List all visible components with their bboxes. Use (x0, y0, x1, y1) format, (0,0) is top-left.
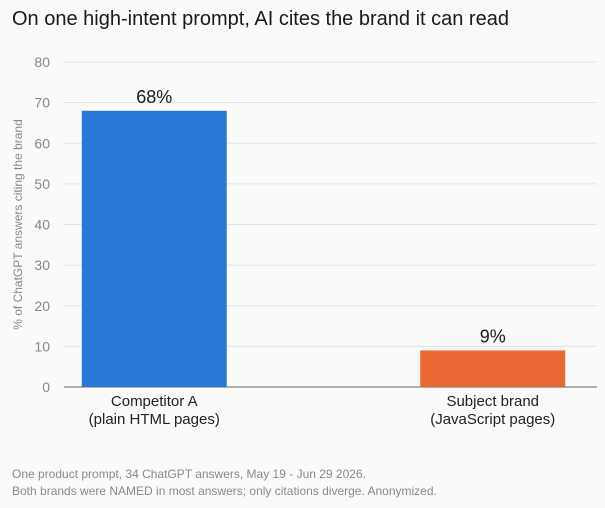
value-labels: 68% 9% (136, 87, 506, 347)
bar-value-label: 68% (136, 87, 172, 107)
y-tick-label: 20 (34, 298, 50, 314)
category-labels: Competitor A(plain HTML pages) Subject br… (89, 393, 556, 428)
chart-title: On one high-intent prompt, AI cites the … (12, 8, 509, 30)
bar-value-label: 9% (480, 326, 506, 346)
gridlines (64, 61, 597, 388)
bars (81, 110, 566, 387)
bar-chart: 0 10 20 30 40 50 60 70 80 % of ChatGPT answers c… (11, 54, 597, 428)
footnote-line-1: One product prompt, 34 ChatGPT answers, … (12, 467, 366, 481)
y-tick-label: 40 (34, 217, 50, 233)
y-tick-label: 30 (34, 257, 50, 273)
y-tick-label: 10 (34, 338, 50, 354)
bar (420, 350, 566, 387)
y-tick-label: 80 (34, 54, 50, 70)
y-tick-label: 70 (34, 95, 50, 111)
y-tick-labels: 0 10 20 30 40 50 60 70 80 (34, 54, 50, 395)
category-sublabel: (plain HTML pages) (89, 411, 220, 428)
category-sublabel: (JavaScript pages) (430, 411, 555, 428)
footnote-line-2: Both brands were NAMED in most answers; … (12, 484, 437, 498)
y-tick-label: 60 (34, 135, 50, 151)
y-axis-label: % of ChatGPT answers citing the brand (11, 119, 25, 330)
category-label: Subject brand (446, 393, 539, 410)
y-tick-label: 50 (34, 176, 50, 192)
category-label: Competitor A (111, 393, 198, 410)
bar (81, 110, 227, 387)
y-tick-label: 0 (42, 379, 50, 395)
